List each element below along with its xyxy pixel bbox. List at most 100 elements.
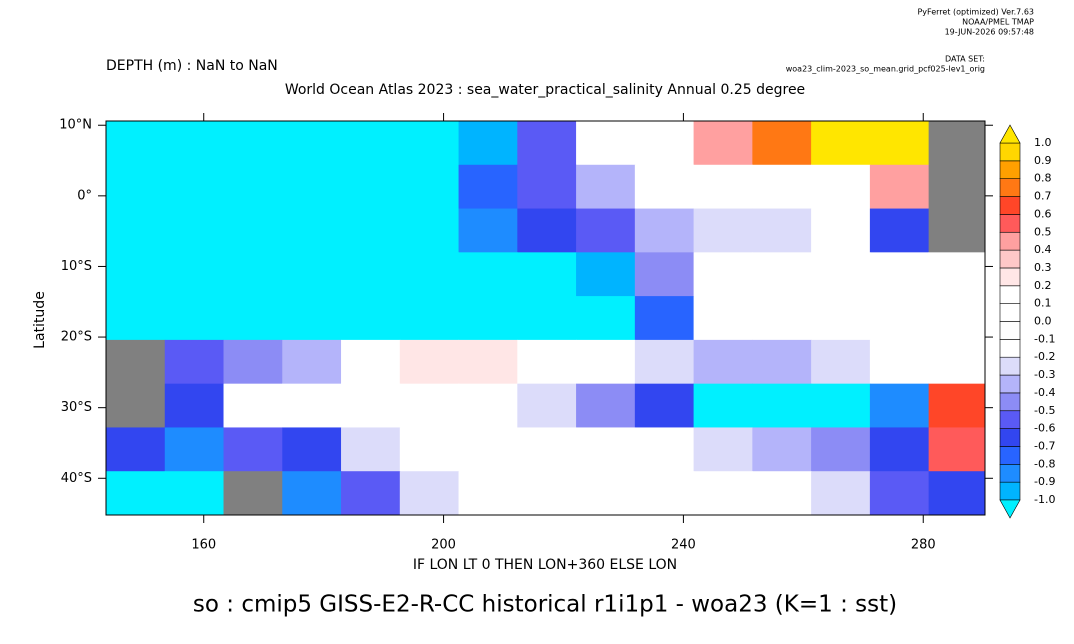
field-cell [928,252,986,297]
field-cell [341,339,401,385]
colorbar-label: 0.3 [1034,261,1052,274]
field-cell [223,121,283,166]
field-cell [458,471,518,516]
field-cell [811,164,871,210]
field-cell [752,208,812,253]
x-tick-label: 160 [191,538,216,553]
colorbar-label: -0.9 [1034,475,1055,488]
colorbar-box [999,214,1021,233]
field-cell [341,164,401,210]
chart-title: World Ocean Atlas 2023 : sea_water_pract… [285,82,805,98]
colorbar-box [999,160,1021,180]
field-cell [517,208,577,253]
field-cell [106,296,166,341]
field-cell [458,339,518,385]
field-cell [576,296,636,341]
y-tick-label: 10°S [61,259,92,274]
field-cell [634,427,695,472]
field-cell [576,121,636,166]
field-cell [282,471,342,516]
y-axis-label: Latitude [32,291,48,349]
field-cell [634,252,695,297]
depth-label: DEPTH (m) : NaN to NaN [106,58,278,74]
x-tick-label: 200 [431,538,456,553]
field-cell [399,383,460,428]
field-cell [282,427,342,472]
field-cell [164,164,225,210]
land-cell [928,208,986,253]
field-cell [869,471,930,516]
land-cell [928,164,986,210]
field-cell [634,164,695,210]
colorbar-label: 0.2 [1034,279,1052,292]
field-cell [106,471,166,516]
field-cell [811,471,871,516]
field-cell [869,208,930,253]
field-cell [693,471,753,516]
colorbar-label: 1.0 [1034,136,1052,149]
field-cell [399,164,460,210]
field-cell [399,252,460,297]
field-cell [458,383,518,428]
colorbar-label: -1.0 [1034,493,1055,506]
colorbar-box [999,267,1021,287]
field-cell [634,383,695,428]
field-cell [576,427,636,472]
field-cell [693,208,753,253]
colorbar-box [999,178,1021,197]
field-cell [399,121,460,166]
x-axis-label: IF LON LT 0 THEN LON+360 ELSE LON [413,557,677,573]
field-cell [693,339,753,385]
field-cell [458,252,518,297]
colorbar-box [999,249,1021,269]
field-cell [928,427,986,472]
field-cell [517,121,577,166]
field-cell [693,296,753,341]
field-cell [282,121,342,166]
colorbar-box [999,374,1021,394]
x-tick-label: 240 [671,538,696,553]
colorbar: -1.0 -0.9 -0.8 -0.7 -0.6 -0.5 -0.4 -0.3 -0.2 -0.1… [999,124,1055,519]
colorbar-label: 0.6 [1034,207,1052,220]
field-cell [164,471,225,516]
field-cell [869,252,930,297]
field-cell [693,164,753,210]
field-cell [634,208,695,253]
field-cell [576,471,636,516]
field-cell [341,121,401,166]
colorbar-box [999,481,1021,501]
field-cell [282,208,342,253]
field-cell [282,252,342,297]
field-cell [928,471,986,516]
field [106,121,986,516]
field-cell [341,296,401,341]
plot-frame [105,120,986,516]
colorbar-box [999,285,1021,304]
field-cell [869,339,930,385]
colorbar-label: 0.5 [1034,225,1052,238]
colorbar-label: 0.1 [1034,297,1052,310]
y-tick-label: 10°N [59,118,92,133]
colorbar-label: -0.1 [1034,332,1055,345]
land-cell [928,121,986,166]
colorbar-box [999,392,1021,412]
colorbar-label: 0.7 [1034,190,1052,203]
field-cell [811,383,871,428]
field-cell [399,296,460,341]
field-cell [164,208,225,253]
field-cell [106,208,166,253]
field-cell [517,296,577,341]
colorbar-box [999,231,1021,251]
field-cell [811,296,871,341]
colorbar-box [999,356,1021,376]
field-cell [634,339,695,385]
field-cell [223,427,283,472]
dataset: woa23_clim-2023_so_mean.grid_pcf025-lev1… [786,65,985,74]
field-cell [811,427,871,472]
field-cell [282,383,342,428]
field-cell [752,339,812,385]
field-cell [164,252,225,297]
field-cell [458,296,518,341]
y-tick-label: 0° [77,188,92,203]
